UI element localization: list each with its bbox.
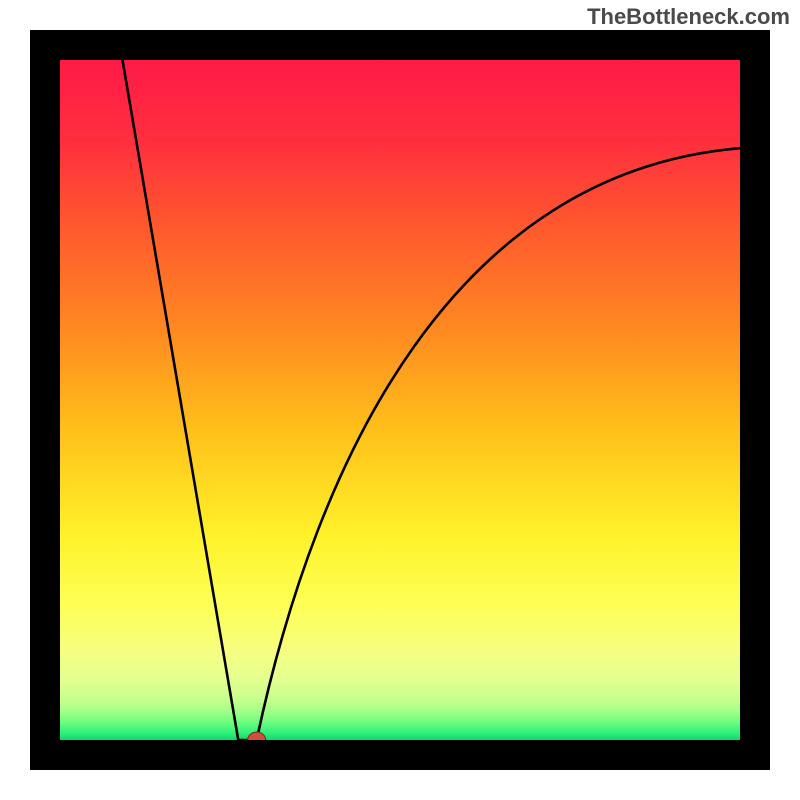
- chart-stage: TheBottleneck.com: [0, 0, 800, 800]
- gradient-plot-area: [60, 60, 740, 740]
- bottleneck-curve-plot: [0, 0, 800, 800]
